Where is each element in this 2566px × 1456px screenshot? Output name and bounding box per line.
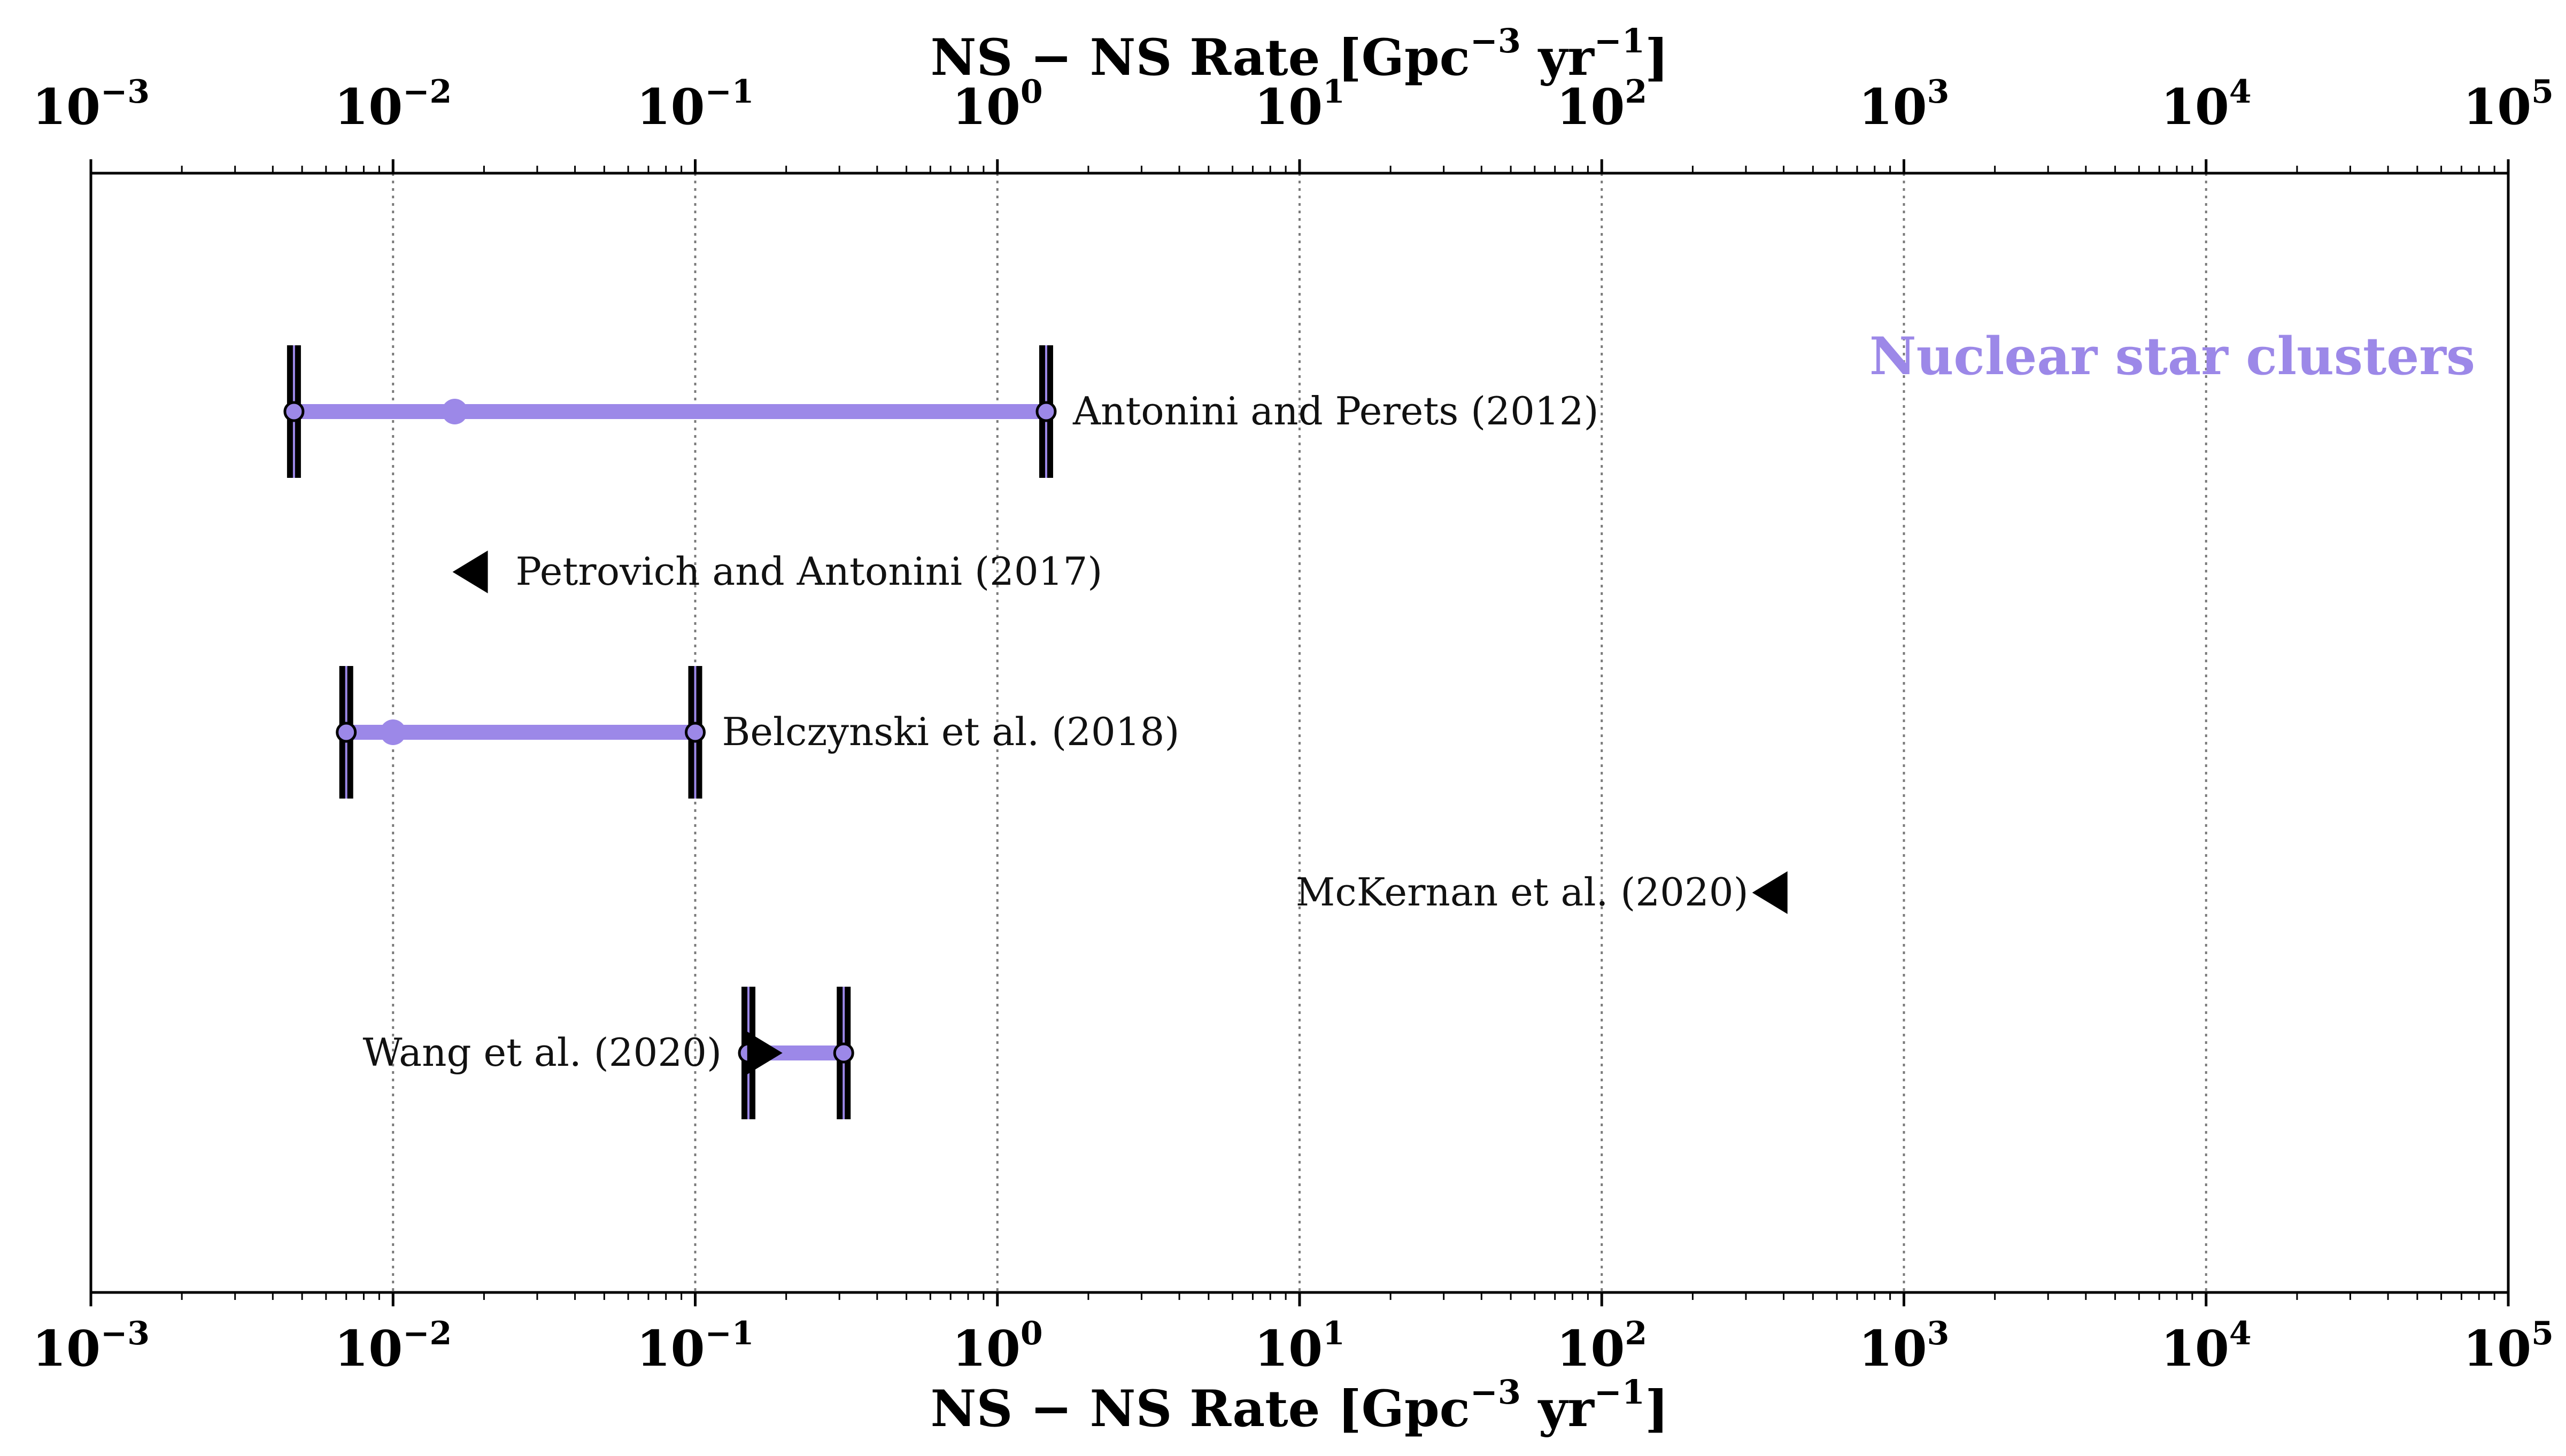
central-estimate-marker: [442, 399, 468, 424]
central-estimate-marker: [380, 719, 406, 745]
range-end-marker: [833, 1042, 854, 1064]
reference-label: Wang et al. (2020): [362, 1030, 722, 1075]
lower-limit-arrow-marker: [747, 1032, 783, 1074]
rate-entry: Antonini and Perets (2012): [283, 345, 1599, 478]
axis-ticks: [89, 159, 2510, 1306]
bottom-tick-label: 10−1: [636, 1315, 754, 1377]
bottom-tick-label: 103: [1859, 1315, 1950, 1377]
range-end-marker: [283, 401, 305, 422]
rate-entry: Belczynski et al. (2018): [336, 666, 1180, 799]
top-tick-label: 103: [1859, 73, 1950, 136]
top-tick-label: 100: [952, 73, 1043, 136]
tick-labels: 10−3 10−3 10−2 10−2 10−1 10−1 100 100 101 101 102 1…: [32, 73, 2554, 1377]
rate-entry: Wang et al. (2020): [362, 987, 854, 1119]
reference-label: Belczynski et al. (2018): [722, 709, 1180, 754]
range-end-marker: [685, 722, 706, 743]
bottom-tick-label: 104: [2161, 1315, 2252, 1377]
top-tick-label: 104: [2161, 73, 2252, 136]
bottom-tick-label: 101: [1254, 1315, 1345, 1377]
top-tick-label: 105: [2463, 73, 2554, 136]
top-axis-title: NS − NS Rate [Gpc−3 yr−1]: [931, 21, 1669, 87]
top-tick-label: 10−2: [334, 73, 452, 136]
reference-label: Antonini and Perets (2012): [1072, 389, 1599, 433]
bottom-tick-label: 105: [2463, 1315, 2554, 1377]
upper-limit-arrow-marker: [1752, 871, 1788, 914]
top-tick-label: 102: [1556, 73, 1647, 136]
category-label: Nuclear star clusters: [1869, 326, 2475, 386]
bottom-tick-label: 102: [1556, 1315, 1647, 1377]
range-end-marker: [336, 722, 357, 743]
bottom-tick-label: 10−3: [32, 1315, 150, 1377]
range-end-marker: [1035, 401, 1057, 422]
reference-label: Petrovich and Antonini (2017): [516, 549, 1103, 594]
rate-entry: McKernan et al. (2020): [1296, 870, 1788, 915]
bottom-tick-label: 10−2: [334, 1315, 452, 1377]
bottom-tick-label: 100: [952, 1315, 1043, 1377]
reference-label: McKernan et al. (2020): [1296, 870, 1749, 915]
bottom-axis-title: NS − NS Rate [Gpc−3 yr−1]: [931, 1373, 1669, 1438]
top-tick-label: 101: [1254, 73, 1345, 136]
top-tick-label: 10−1: [636, 73, 754, 136]
rate-entries: Antonini and Perets (2012) Petrovich and …: [283, 345, 1788, 1119]
upper-limit-arrow-marker: [452, 551, 488, 593]
top-tick-label: 10−3: [32, 73, 150, 136]
rate-entry: Petrovich and Antonini (2017): [452, 549, 1103, 594]
